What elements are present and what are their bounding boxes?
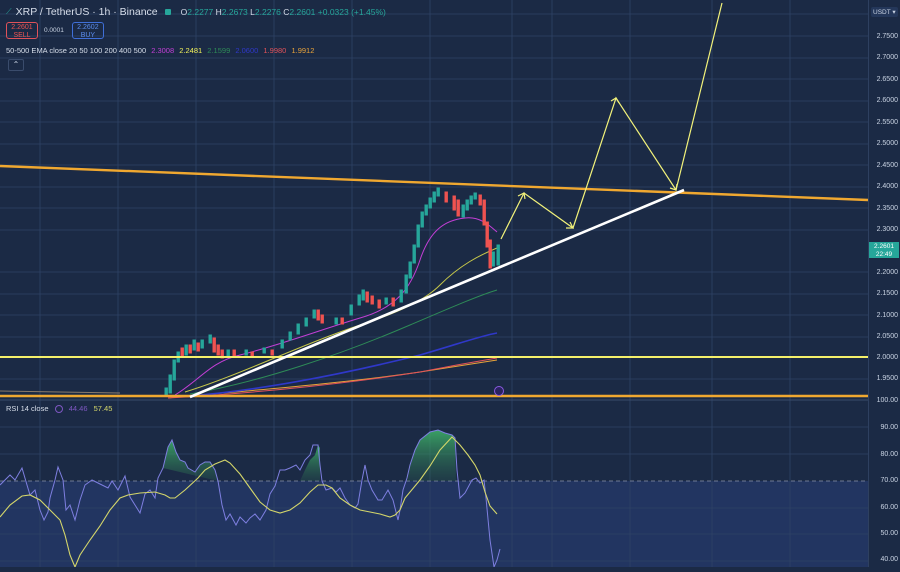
- rsi-band: [0, 481, 868, 567]
- bar-countdown: 22:49: [875, 250, 893, 258]
- sell-button[interactable]: 2.2601 SELL: [6, 22, 38, 39]
- currency-dropdown[interactable]: USDT ▾: [871, 7, 898, 17]
- ema-lines: [167, 217, 498, 399]
- ohlc-values: O2.2277 H2.2673 L2.2276 C2.2601 +0.0323 …: [180, 7, 386, 17]
- chevron-up-icon[interactable]: ⌃: [8, 59, 24, 71]
- rsi-pane: [0, 429, 501, 569]
- trade-buttons: 2.2601 SELL 0.0001 2.2602 BUY: [6, 22, 104, 39]
- ascending-trendline[interactable]: [189, 188, 685, 399]
- rsi-legend[interactable]: RSI 14 close 44.46 57.45: [6, 404, 113, 414]
- buy-button[interactable]: 2.2602 BUY: [71, 22, 104, 39]
- ema-20-value: 2.3008: [151, 46, 175, 55]
- rsi-ma-value: 57.45: [93, 404, 113, 413]
- ema-100-value: 2.1599: [207, 46, 231, 55]
- ema-label: 50-500 EMA close 20 50 100 200 400 500: [6, 46, 147, 55]
- resistance-trendline[interactable]: [0, 164, 869, 202]
- rsi-label: RSI 14 close: [6, 404, 49, 413]
- rsi-value: 44.46: [68, 404, 88, 413]
- market-status-icon: [164, 9, 171, 15]
- ema-50-value: 2.2481: [179, 46, 203, 55]
- ema-500-value: 1.9912: [291, 46, 315, 55]
- projection-arrows[interactable]: [500, 2, 723, 240]
- last-price-tag: 2.2601 22:49: [869, 242, 899, 258]
- symbol-logo-icon[interactable]: ⟋: [6, 7, 12, 16]
- price-axis[interactable]: 2.7500 2.7000 2.6500 2.6000 2.5500 2.500…: [868, 0, 900, 567]
- symbol-title[interactable]: XRP / TetherUS · 1h · Binance: [15, 6, 158, 18]
- event-marker-icon[interactable]: [494, 386, 504, 396]
- ema-legend[interactable]: 50-500 EMA close 20 50 100 200 400 500 2…: [6, 46, 314, 55]
- spread-value: 0.0001: [44, 27, 64, 34]
- symbol-header: ⟋ XRP / TetherUS · 1h · Binance O2.2277 …: [6, 6, 386, 18]
- rsi-settings-icon[interactable]: [54, 405, 63, 414]
- ema-200-value: 2.0600: [235, 46, 259, 55]
- price-change: +0.0323 (+1.45%): [317, 7, 386, 17]
- ema-400-value: 1.9980: [263, 46, 287, 55]
